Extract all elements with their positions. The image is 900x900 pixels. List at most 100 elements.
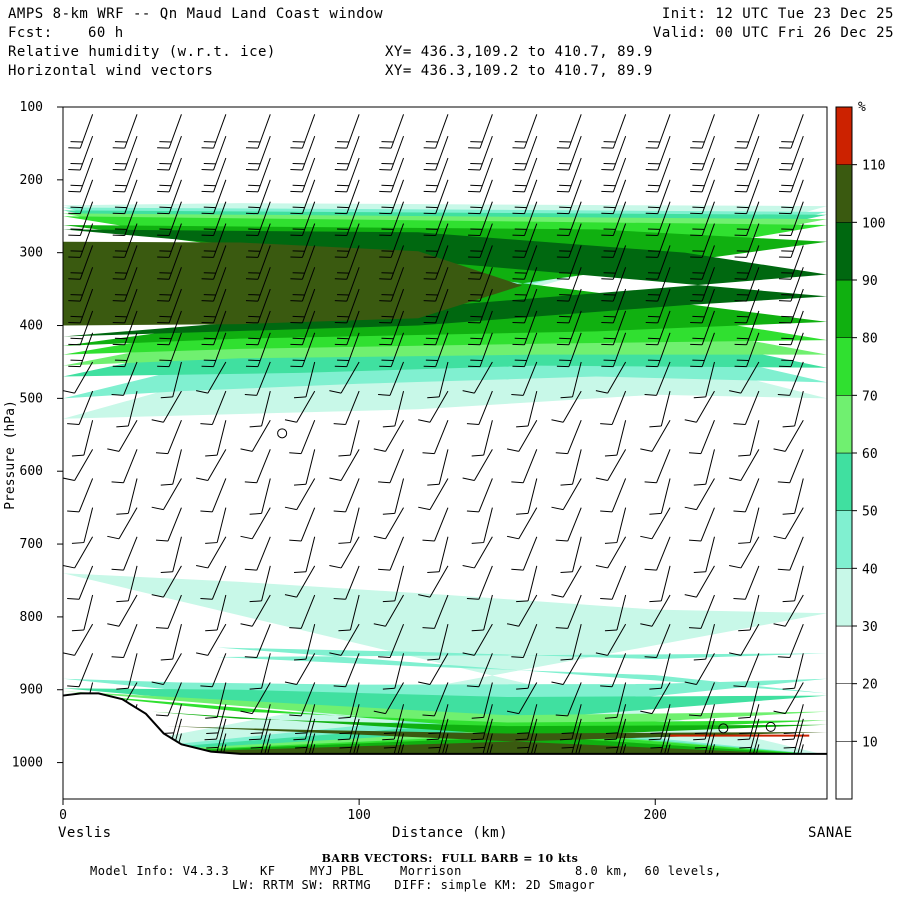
wind-barb-upper xyxy=(157,288,182,324)
barb-flag xyxy=(244,568,257,571)
barb-shaft xyxy=(79,114,94,149)
barb-flag xyxy=(604,629,617,632)
calm-marker-layer xyxy=(277,428,776,734)
wind-barb-upper xyxy=(68,310,94,346)
barb-flag xyxy=(293,738,306,741)
wind-barb-mid xyxy=(249,565,271,603)
wind-barb-mid xyxy=(551,653,582,685)
barb-flag xyxy=(773,710,786,715)
barb-shaft xyxy=(172,449,182,485)
barb-flag xyxy=(694,746,707,749)
barb-shaft xyxy=(660,390,671,427)
barb-flag xyxy=(160,396,173,399)
wind-barb-mid xyxy=(67,565,94,600)
barb-flag xyxy=(506,448,519,452)
wind-barb-upper xyxy=(290,201,316,237)
wind-barb-upper xyxy=(778,332,804,368)
barb-shaft xyxy=(385,507,404,540)
barb-shaft xyxy=(256,536,271,571)
wind-barb-mid xyxy=(418,478,449,511)
barb-shaft xyxy=(251,682,271,714)
barb-shaft xyxy=(305,536,316,572)
wind-barb-mid xyxy=(422,420,449,455)
barb-shaft xyxy=(257,157,271,192)
barb-flag xyxy=(555,539,568,542)
barb-flag xyxy=(640,448,653,452)
barb-flag xyxy=(284,681,297,685)
barb-flag xyxy=(240,710,253,715)
barb-shaft xyxy=(349,507,360,543)
barb-shaft xyxy=(700,420,715,454)
wind-barb-mid xyxy=(200,565,227,600)
barb-flag xyxy=(600,685,613,688)
barb-flag xyxy=(339,732,352,734)
wind-barb-mid xyxy=(506,594,538,627)
barb-shaft xyxy=(660,478,671,514)
wind-barb-mid xyxy=(205,682,227,719)
barb-shaft xyxy=(568,135,582,171)
grid-info: 8.0 km, 60 levels, xyxy=(575,864,722,878)
wind-barb-mid xyxy=(604,507,627,544)
wind-barb-mid xyxy=(738,420,760,457)
barb-shaft xyxy=(479,157,493,192)
wind-barb-upper xyxy=(645,201,671,237)
barb-shaft xyxy=(349,682,360,718)
barb-flag xyxy=(155,627,168,629)
barb-flag xyxy=(650,732,663,734)
wind-barb-mid xyxy=(333,565,360,600)
wind-barb-upper xyxy=(379,288,405,324)
wind-barb-upper xyxy=(112,310,138,346)
pbl-scheme: MYJ PBL xyxy=(310,864,365,878)
wind-barb-mid xyxy=(555,594,582,629)
barb-shaft xyxy=(211,565,227,600)
barb-shaft xyxy=(385,419,404,452)
wind-barb-upper xyxy=(334,201,360,237)
wind-barb-upper xyxy=(290,157,316,193)
barb-shaft xyxy=(394,653,405,689)
wind-barb-upper xyxy=(468,310,493,346)
barb-flag xyxy=(427,658,440,661)
barb-shaft xyxy=(518,594,538,627)
barb-flag xyxy=(160,571,173,574)
barb-shaft xyxy=(257,114,271,149)
barb-flag xyxy=(418,594,431,598)
wind-barb-upper xyxy=(645,114,671,149)
wind-barb-upper xyxy=(157,179,182,215)
wind-barb-mid xyxy=(116,565,138,603)
barb-shaft xyxy=(207,449,227,481)
wind-barb-upper xyxy=(468,267,493,302)
barb-shaft xyxy=(300,420,316,454)
barb-flag xyxy=(604,716,617,719)
barb-shaft xyxy=(527,653,538,689)
barb-flag xyxy=(329,390,342,394)
barb-shaft xyxy=(251,507,271,540)
barb-flag xyxy=(738,454,751,457)
wind-barb-upper xyxy=(468,114,493,149)
barb-shaft xyxy=(740,449,760,481)
wind-barb-mid xyxy=(284,390,316,423)
wind-barb-upper xyxy=(556,245,582,280)
barb-shaft xyxy=(78,390,94,425)
wind-barb-upper xyxy=(734,201,760,237)
colorbar: 10 20 30 40 50 60 70 80 90 100 110 xyxy=(835,106,885,800)
barb-shaft xyxy=(483,420,493,456)
barb-flag xyxy=(338,716,351,719)
wind-barb-mid xyxy=(378,623,405,659)
wind-barb-upper xyxy=(601,179,627,215)
wind-barb-mid xyxy=(684,478,715,511)
barb-shaft xyxy=(656,623,671,658)
wind-barb-upper xyxy=(157,245,182,280)
barb-flag xyxy=(382,600,395,603)
wind-barb-mid xyxy=(516,390,538,428)
wind-barb-mid xyxy=(516,565,538,603)
barb-flag xyxy=(289,539,302,542)
axes-layer: 100 200 300 400 500 600 700 800 900 1000 0 100 200 xyxy=(12,100,667,823)
barb-shaft xyxy=(389,536,405,571)
wind-barb-upper xyxy=(157,310,182,346)
wind-barb-low xyxy=(648,704,671,741)
barb-shaft xyxy=(696,653,715,685)
barb-flag xyxy=(378,481,391,484)
barb-flag xyxy=(605,732,619,734)
wind-barb-upper xyxy=(245,332,271,368)
barb-shaft xyxy=(213,135,227,171)
